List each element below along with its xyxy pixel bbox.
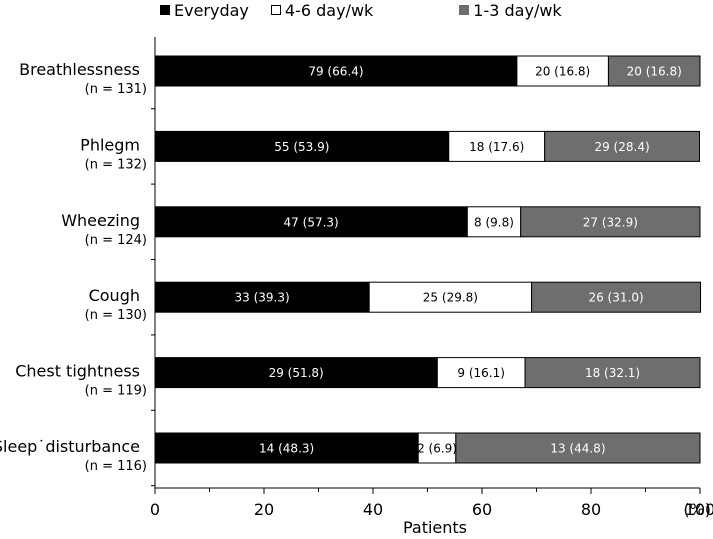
legend-label-everyday: Everyday xyxy=(174,0,249,20)
category-label: Phlegm xyxy=(80,135,140,154)
x-tick-label: 0 xyxy=(150,500,160,519)
category-n-label: (n = 119) xyxy=(85,384,147,399)
category-n-label: (n = 131) xyxy=(85,82,147,97)
x-tick-label: 40 xyxy=(363,500,383,519)
bar-segment-everyday xyxy=(154,357,438,389)
bar-segment-4-6-day xyxy=(448,130,546,162)
bar-segment-everyday xyxy=(154,130,450,162)
bar-segment-everyday xyxy=(154,55,518,87)
category-label: Cough xyxy=(89,286,140,305)
bar-segment-4-6-day xyxy=(466,206,522,238)
category-n-label: (n = 124) xyxy=(85,233,147,248)
category-label: Wheezing xyxy=(61,211,140,230)
bar-data-label: 14 (48.3) xyxy=(259,442,314,456)
x-tick-label: 20 xyxy=(254,500,274,519)
x-axis-title: Patients xyxy=(403,518,467,537)
bar-data-label: 33 (39.3) xyxy=(235,291,290,305)
legend-item-everyday: Everyday xyxy=(160,1,249,20)
legend-swatch-4-6-day xyxy=(270,5,281,15)
bar-data-label: 55 (53.9) xyxy=(274,140,329,154)
bar-data-label: 20 (16.8) xyxy=(535,65,590,79)
bar-segment-4-6-day xyxy=(516,55,609,87)
bar-segment-1-3-day xyxy=(520,206,701,238)
legend: Everyday 4-6 day/wk 1-3 day/wk xyxy=(160,0,578,20)
x-tick-label: 60 xyxy=(472,500,492,519)
legend-item-4-6-day: 4-6 day/wk xyxy=(270,0,374,20)
bar-segment-1-3-day xyxy=(524,357,701,389)
bar-segment-1-3-day xyxy=(455,432,701,464)
bar-data-label: 8 (9.8) xyxy=(474,215,514,229)
bar-segment-1-3-day xyxy=(531,281,702,313)
bar-segment-everyday xyxy=(154,432,419,464)
legend-label-1-3-day: 1-3 day/wk xyxy=(473,0,562,20)
category-labels: Breathlessness (n = 131) Phlegm (n = 132) Wh… xyxy=(0,60,147,474)
bar-segment-everyday xyxy=(154,281,370,313)
bar-data-label: 20 (16.8) xyxy=(627,65,682,79)
x-axis-unit: (%) xyxy=(683,500,711,519)
bar-data-label: 26 (31.0) xyxy=(588,291,643,305)
bar-data-label: 25 (29.8) xyxy=(423,291,478,305)
bar-segment-1-3-day xyxy=(544,130,700,162)
bar-data-label: 29 (51.8) xyxy=(269,366,324,380)
bar-data-label: 2 (6.9) xyxy=(417,442,457,456)
bar-data-label: 47 (57.3) xyxy=(284,215,339,229)
bars: 79 (66.4) 20 (16.8) 20 (16.8) 55 (53.9) 18 (… xyxy=(154,55,702,464)
x-tick-label: 80 xyxy=(581,500,601,519)
category-n-label: (n = 132) xyxy=(85,157,147,172)
bar-data-label: 13 (44.8) xyxy=(550,442,605,456)
legend-item-1-3-day: 1-3 day/wk xyxy=(459,0,562,20)
bar-data-label: 18 (17.6) xyxy=(469,140,524,154)
category-label: Chest tightness xyxy=(15,362,140,381)
category-n-label: (n = 130) xyxy=(85,308,147,323)
bar-segment-everyday xyxy=(154,206,468,238)
bar-segment-4-6-day xyxy=(368,281,533,313)
legend-label-4-6-day: 4-6 day/wk xyxy=(284,0,374,20)
bar-segment-1-3-day xyxy=(607,55,701,87)
bar-data-label: 9 (16.1) xyxy=(457,366,505,380)
axes: 0 20 40 60 80 100 xyxy=(150,37,713,519)
legend-swatch-everyday xyxy=(160,5,170,15)
legend-swatch-1-3-day xyxy=(459,5,470,15)
bar-data-label: 18 (32.1) xyxy=(585,366,640,380)
category-n-label: (n = 116) xyxy=(85,459,147,474)
category-label: Sleep˙disturbance xyxy=(0,437,140,456)
bar-segment-4-6-day xyxy=(417,432,457,464)
bar-segment-4-6-day xyxy=(436,357,526,389)
bar-data-label: 29 (28.4) xyxy=(594,140,649,154)
x-tick-label: 100 xyxy=(685,500,713,519)
category-label: Breathlessness xyxy=(19,60,140,79)
bar-data-label: 27 (32.9) xyxy=(583,215,638,229)
bar-data-label: 79 (66.4) xyxy=(308,65,363,79)
